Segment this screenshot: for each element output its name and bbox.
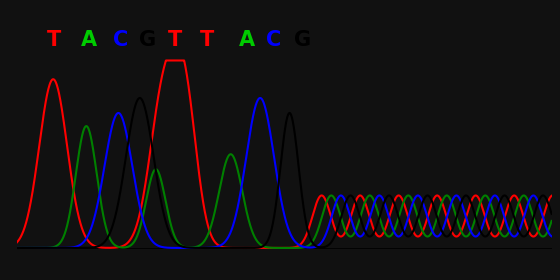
Text: G: G <box>295 30 311 50</box>
Text: C: C <box>266 30 281 50</box>
Text: T: T <box>167 30 181 50</box>
Text: C: C <box>114 30 129 50</box>
Text: T: T <box>47 30 62 50</box>
Text: T: T <box>199 30 214 50</box>
Text: G: G <box>139 30 156 50</box>
Text: A: A <box>239 30 255 50</box>
Text: A: A <box>81 30 97 50</box>
